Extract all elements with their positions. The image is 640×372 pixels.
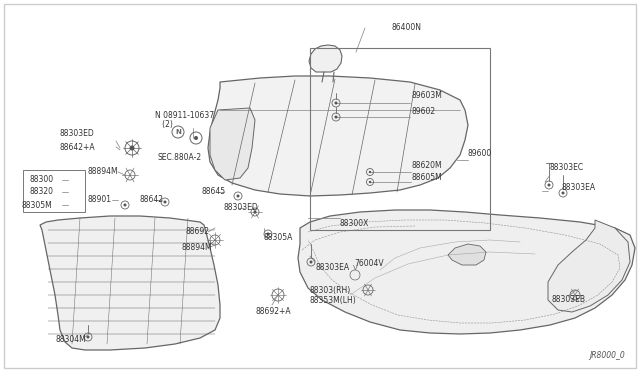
Circle shape [266,232,269,235]
Text: 88303EA: 88303EA [561,183,595,192]
Text: 86400N: 86400N [392,23,422,32]
Polygon shape [298,210,635,334]
Circle shape [547,183,550,186]
Circle shape [253,211,257,214]
Circle shape [86,336,90,339]
Circle shape [310,260,312,263]
Polygon shape [210,108,255,180]
Polygon shape [448,244,486,265]
Text: 88642+A: 88642+A [60,142,95,151]
Text: 88305A: 88305A [264,234,293,243]
Bar [23,170,85,212]
Text: 88692: 88692 [185,228,209,237]
Text: 88300: 88300 [30,176,54,185]
Text: 88300X: 88300X [340,219,369,228]
Text: 88320: 88320 [30,187,54,196]
Circle shape [335,102,337,105]
Text: 88642: 88642 [140,196,164,205]
Text: SEC.880A-2: SEC.880A-2 [158,154,202,163]
Text: 88303EC: 88303EC [550,164,584,173]
Circle shape [369,181,371,183]
Text: 89603M: 89603M [411,92,442,100]
Text: N: N [175,129,181,135]
Text: 89600: 89600 [468,148,492,157]
Text: 88901: 88901 [88,196,112,205]
Text: 88894M: 88894M [182,244,212,253]
Polygon shape [208,76,468,196]
Text: 88305M: 88305M [22,201,52,209]
Text: 76004V: 76004V [354,260,383,269]
Circle shape [163,201,166,203]
Text: N 08911-10637: N 08911-10637 [155,110,214,119]
Circle shape [124,203,127,206]
Text: 89602: 89602 [411,108,435,116]
Circle shape [335,115,337,119]
Polygon shape [309,45,342,72]
Bar [310,48,490,230]
Text: 88303EA: 88303EA [315,263,349,273]
Text: V: V [353,265,357,271]
Text: 88894M: 88894M [88,167,118,176]
Text: 88645: 88645 [202,187,226,196]
Text: (2): (2) [155,121,173,129]
Polygon shape [40,216,220,350]
Circle shape [237,195,239,198]
Text: 88353M(LH): 88353M(LH) [310,295,356,305]
Polygon shape [548,220,630,312]
Text: 88303ED: 88303ED [224,203,259,212]
Circle shape [561,192,564,195]
Text: 88620M: 88620M [411,160,442,170]
Text: 88303ED: 88303ED [60,128,95,138]
Text: 88303EB: 88303EB [552,295,586,305]
Circle shape [194,136,198,140]
Text: 88605M: 88605M [411,173,442,182]
Circle shape [129,145,134,151]
Text: JR8000_0: JR8000_0 [589,351,625,360]
Text: 88692+A: 88692+A [255,308,291,317]
Text: 88304M: 88304M [55,336,86,344]
Text: 88303(RH): 88303(RH) [310,285,351,295]
Circle shape [369,171,371,173]
